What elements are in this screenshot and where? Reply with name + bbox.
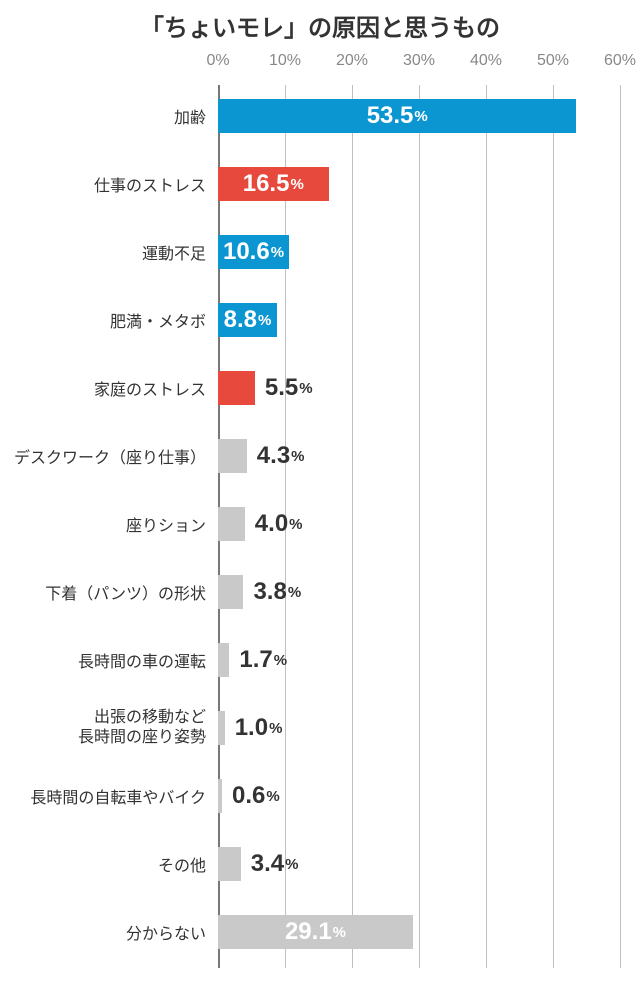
row-label: 出張の移動など長時間の座り姿勢 bbox=[0, 697, 218, 759]
row-label: デスクワーク（座り仕事） bbox=[0, 425, 218, 487]
axis-tick-label: 30% bbox=[403, 52, 435, 70]
x-axis: 0% 10% 20% 30% 40% 50% 60% bbox=[0, 52, 640, 80]
axis-tick-label: 10% bbox=[269, 52, 301, 70]
bar-track: 16.5% bbox=[218, 153, 620, 215]
chart-row: 運動不足10.6% bbox=[0, 221, 640, 283]
bar bbox=[218, 575, 243, 609]
axis-tick-label: 20% bbox=[336, 52, 368, 70]
chart-row: 下着（パンツ）の形状 3.8% bbox=[0, 561, 640, 623]
axis-tick-label: 60% bbox=[604, 52, 636, 70]
bar-track: 10.6% bbox=[218, 221, 620, 283]
row-label: 長時間の車の運転 bbox=[0, 629, 218, 691]
chart-row: 加齢53.5% bbox=[0, 85, 640, 147]
row-label: 仕事のストレス bbox=[0, 153, 218, 215]
bar-track: 53.5% bbox=[218, 85, 620, 147]
value-label: 29.1% bbox=[218, 901, 413, 963]
bar bbox=[218, 439, 247, 473]
row-label: 分からない bbox=[0, 901, 218, 963]
bar-track: 1.0% bbox=[218, 697, 620, 759]
plot-area: 加齢53.5%仕事のストレス16.5%運動不足10.6%肥満・メタボ8.8%家庭… bbox=[0, 85, 640, 968]
chart-row: その他 3.4% bbox=[0, 833, 640, 895]
value-label: 53.5% bbox=[218, 85, 576, 147]
row-label: 家庭のストレス bbox=[0, 357, 218, 419]
row-label: 運動不足 bbox=[0, 221, 218, 283]
bar-track: 0.6% bbox=[218, 765, 620, 827]
value-label: 4.0% bbox=[255, 493, 303, 555]
row-label: 長時間の自転車やバイク bbox=[0, 765, 218, 827]
bar-track: 5.5% bbox=[218, 357, 620, 419]
bar-track: 1.7% bbox=[218, 629, 620, 691]
bar bbox=[218, 507, 245, 541]
chart-row: 分からない29.1% bbox=[0, 901, 640, 963]
value-label: 3.4% bbox=[251, 833, 299, 895]
bar bbox=[218, 847, 241, 881]
bar bbox=[218, 779, 222, 813]
bar bbox=[218, 643, 229, 677]
bar-track: 4.3% bbox=[218, 425, 620, 487]
value-label: 1.7% bbox=[239, 629, 287, 691]
chart-row: 肥満・メタボ8.8% bbox=[0, 289, 640, 351]
row-label: 下着（パンツ）の形状 bbox=[0, 561, 218, 623]
axis-tick-label: 0% bbox=[206, 52, 229, 70]
value-label: 0.6% bbox=[232, 765, 280, 827]
bar-track: 8.8% bbox=[218, 289, 620, 351]
row-label: その他 bbox=[0, 833, 218, 895]
bar bbox=[218, 711, 225, 745]
chart-row: デスクワーク（座り仕事） 4.3% bbox=[0, 425, 640, 487]
chart-row: 家庭のストレス 5.5% bbox=[0, 357, 640, 419]
bar-track: 3.4% bbox=[218, 833, 620, 895]
row-label: 加齢 bbox=[0, 85, 218, 147]
bar-track: 29.1% bbox=[218, 901, 620, 963]
value-label: 10.6% bbox=[218, 221, 289, 283]
axis-tick-label: 40% bbox=[470, 52, 502, 70]
value-label: 8.8% bbox=[218, 289, 277, 351]
chart-row: 座りション 4.0% bbox=[0, 493, 640, 555]
row-label: 座りション bbox=[0, 493, 218, 555]
chart-row: 出張の移動など長時間の座り姿勢 1.0% bbox=[0, 697, 640, 759]
value-label: 16.5% bbox=[218, 153, 329, 215]
bar bbox=[218, 371, 255, 405]
axis-tick-label: 50% bbox=[537, 52, 569, 70]
chart-row: 仕事のストレス16.5% bbox=[0, 153, 640, 215]
causes-bar-chart: 「ちょいモレ」の原因と思うもの 0%10%20%30%40%50%60% 加齢5… bbox=[0, 0, 640, 995]
value-label: 3.8% bbox=[253, 561, 301, 623]
row-label: 肥満・メタボ bbox=[0, 289, 218, 351]
value-label: 4.3% bbox=[257, 425, 305, 487]
bar-track: 3.8% bbox=[218, 561, 620, 623]
value-label: 5.5% bbox=[265, 357, 313, 419]
chart-title: 「ちょいモレ」の原因と思うもの bbox=[0, 8, 640, 43]
bar-track: 4.0% bbox=[218, 493, 620, 555]
chart-row: 長時間の車の運転 1.7% bbox=[0, 629, 640, 691]
chart-row: 長時間の自転車やバイク 0.6% bbox=[0, 765, 640, 827]
value-label: 1.0% bbox=[235, 697, 283, 759]
